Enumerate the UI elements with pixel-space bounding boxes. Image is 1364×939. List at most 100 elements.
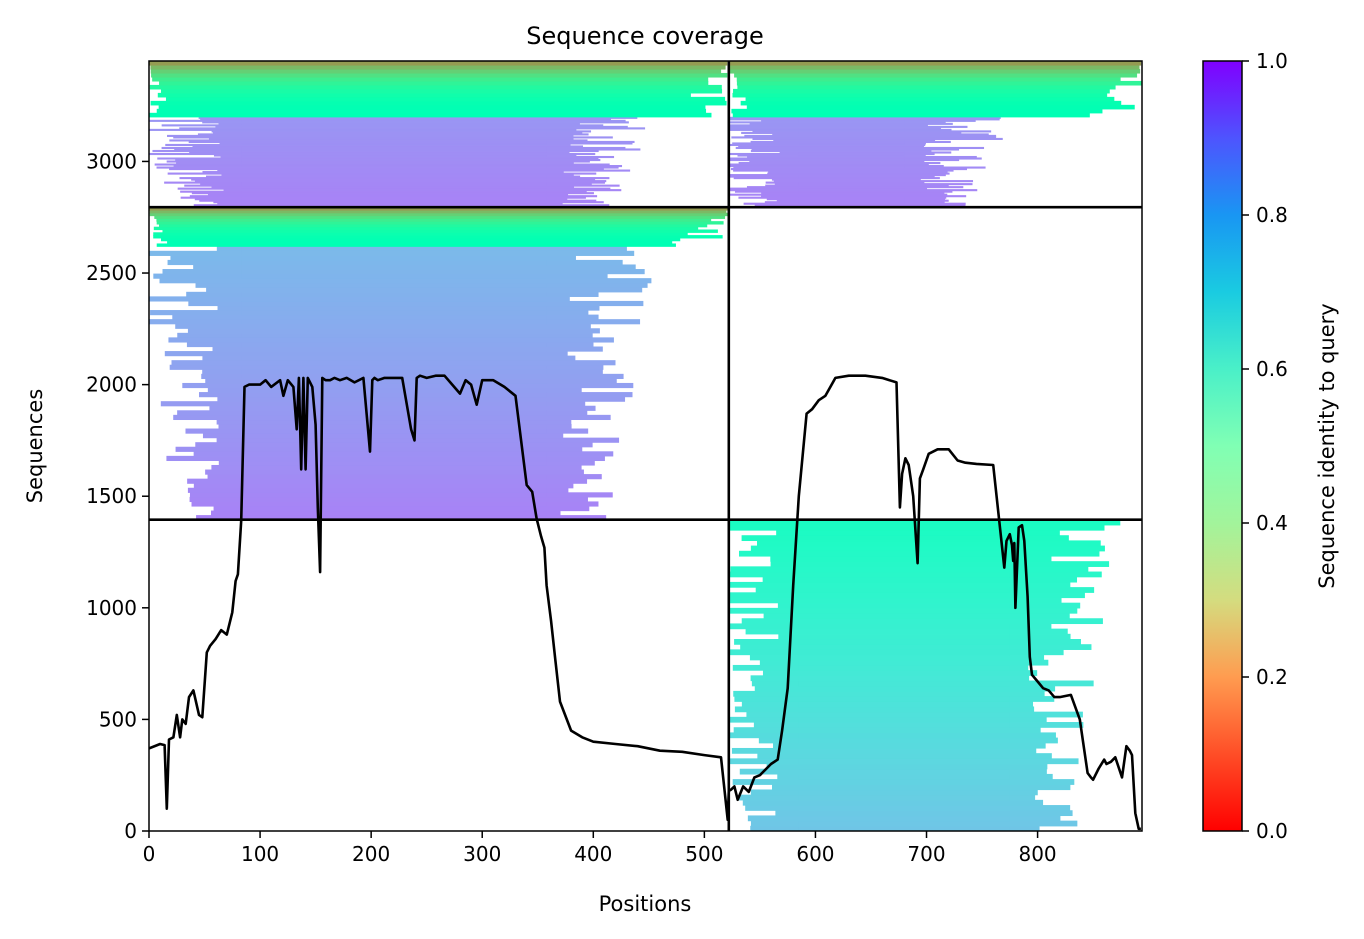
coverage-row [736,80,1142,86]
x-tick: 500 [685,831,723,866]
coverage-row [151,72,728,78]
coverage-core [241,446,547,452]
coverage-block-6 [728,61,1142,208]
coverage-core [798,186,905,189]
coverage-row [149,112,712,118]
coverage-core [798,125,905,128]
coverage-row [737,84,1116,90]
coverage-core [798,768,1010,775]
coverage-core [241,387,547,393]
colorbar-tick: 0.4 [1242,511,1288,535]
coverage-block-2 [728,519,1121,831]
coverage-row [734,72,1138,78]
coverage-core [798,664,1010,671]
coverage-core [241,492,547,498]
x-tick: 800 [1018,831,1057,866]
coverage-core [798,810,1010,817]
coverage-core [241,149,547,153]
coverage-core [798,581,1010,588]
coverage-core [798,732,1010,739]
colorbar-tick-label: 1.0 [1256,49,1288,73]
coverage-core [798,172,905,175]
coverage-core [241,195,547,198]
coverage-core [241,410,547,416]
x-tick: 600 [796,831,835,866]
coverage-core [241,121,547,124]
coverage-core [241,154,547,157]
coverage-core [798,184,905,187]
coverage-row [746,104,1135,110]
coverage-core [241,152,547,156]
coverage-core [798,670,1010,676]
coverage-core [798,753,1010,759]
coverage-row [150,100,727,106]
y-axis-label: Sequences [23,389,47,504]
coverage-line [149,374,1141,831]
coverage-core [241,341,547,348]
coverage-core [241,428,547,434]
coverage-core [241,423,547,430]
coverage-row [156,218,712,222]
coverage-core [798,618,1010,625]
coverage-core [798,118,905,121]
coverage-core [241,469,547,475]
coverage-block-5 [149,61,728,208]
coverage-core [798,163,905,166]
coverage-core [798,545,1010,552]
coverage-core [241,355,547,361]
coverage-core [241,346,547,352]
coverage-core [241,433,547,439]
coverage-core [798,119,905,122]
coverage-core [241,259,547,266]
coverage-core [241,116,547,119]
coverage-core [241,250,547,256]
coverage-core [798,550,1010,557]
coverage-core [798,576,1010,583]
coverage-core [798,561,1010,567]
coverage-core [241,130,547,133]
coverage-core [798,196,905,199]
coverage-core [241,169,547,172]
coverage-core [241,146,547,150]
colorbar-label: Sequence identity to query [1315,303,1339,588]
coverage-core [798,204,905,207]
coverage-core [798,201,905,204]
coverage-core [798,189,905,192]
y-tick-label: 2500 [86,261,137,285]
coverage-core [798,155,905,159]
x-tick: 100 [241,831,279,866]
y-tick-label: 3000 [86,149,137,173]
coverage-core [798,747,1010,754]
y-tick: 1500 [86,484,149,508]
coverage-row [157,92,691,98]
y-axis-ticks: 0 500 1000 1500 2000 2500 3000 [86,149,149,843]
coverage-core [241,382,547,389]
coverage-core [798,148,905,151]
coverage-core [241,515,547,521]
coverage-core [241,282,547,288]
coverage-core [241,364,547,370]
coverage-core [241,501,547,507]
coverage-core [798,187,905,190]
coverage-core [798,122,905,125]
coverage-core [798,613,1010,619]
coverage-row [149,207,728,211]
coverage-core [798,140,905,144]
coverage-core [241,122,547,125]
coverage-core [798,727,1010,734]
coverage-core [798,524,1010,531]
coverage-core [798,607,1010,614]
coverage-core [798,587,1010,593]
x-tick-label: 400 [574,842,612,866]
y-tick: 2000 [86,373,149,397]
coverage-core [798,175,905,178]
coverage-core [241,125,547,128]
coverage-core [798,592,1010,599]
coverage-core [798,116,905,119]
x-tick-label: 800 [1018,842,1056,866]
coverage-core [241,177,547,180]
coverage-core [241,148,547,151]
x-axis-ticks: 0 100 200 300 400 500 600 700 800 [143,831,1057,866]
coverage-core [798,181,905,184]
coverage-row [156,108,707,114]
